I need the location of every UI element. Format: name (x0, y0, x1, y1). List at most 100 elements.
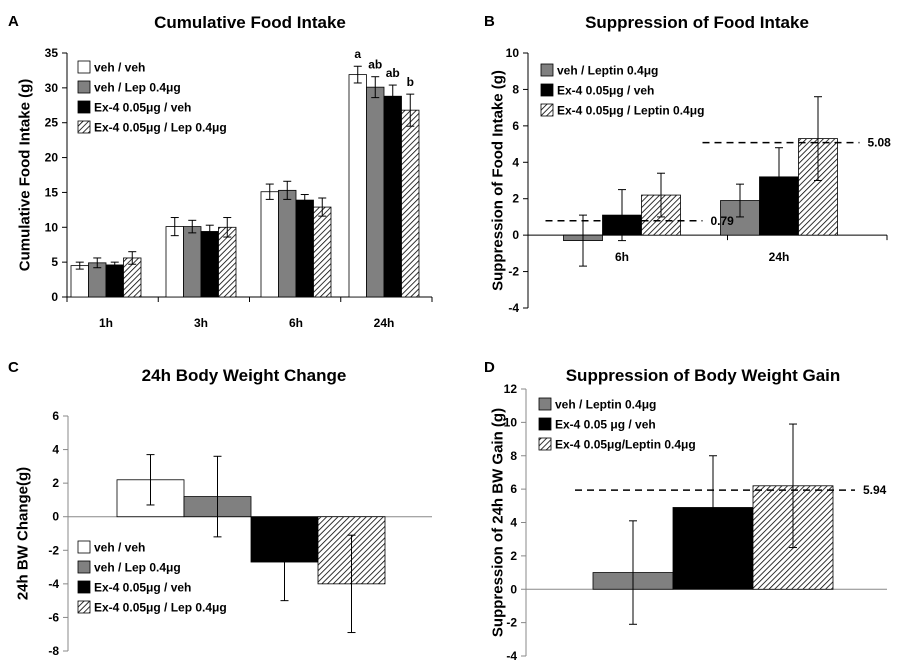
bar-a-3h-3 (218, 226, 237, 298)
bar-a-3h-2 (200, 231, 219, 298)
bar-a-6h-3 (313, 206, 332, 298)
panel-b: B Suppression of Food Intake Suppression o… (484, 13, 891, 315)
bar-a-6h-1 (278, 189, 297, 298)
bar-a-6h-2 (295, 199, 314, 298)
y-tick-label: 8 (512, 82, 519, 96)
legend-swatch (77, 580, 91, 594)
chart-title: 24h Body Weight Change (142, 366, 347, 385)
legend-swatch (538, 417, 552, 431)
legend-label: Ex-4 0.05 μg / veh (555, 418, 656, 432)
legend-label: veh / Leptin 0.4μg (555, 398, 656, 412)
legend-label: veh / Lep 0.4μg (94, 561, 181, 575)
y-axis-label: Cumulative Food Intake (g) (16, 79, 33, 272)
bar-a-3h-0 (165, 226, 184, 298)
panel-letter: B (484, 13, 495, 30)
y-tick-label: -2 (48, 543, 59, 557)
chart-title: Suppression of Body Weight Gain (566, 366, 841, 385)
legend-swatch (540, 83, 554, 97)
y-tick-label: 35 (45, 46, 59, 60)
bar-a-24h-2 (383, 95, 402, 298)
y-tick-label: 4 (512, 155, 519, 169)
legend-label: Ex-4 0.05μg / veh (94, 581, 191, 595)
y-tick-label: 10 (506, 46, 520, 60)
x-tick-label: 24h (769, 250, 790, 264)
bar-a-24h-1 (366, 86, 385, 298)
legend-label: Ex-4 0.05μg / veh (94, 101, 191, 115)
reference-value: 5.94 (863, 483, 887, 497)
legend-swatch (538, 397, 552, 411)
y-tick-label: 2 (52, 476, 59, 490)
y-tick-label: 20 (45, 151, 59, 165)
legend-swatch (77, 60, 91, 74)
chart-title: Suppression of Food Intake (585, 13, 809, 32)
y-axis-label: Suppression of Food Intake (g) (489, 70, 506, 291)
y-tick-label: 25 (45, 116, 59, 130)
x-tick-label: 6h (289, 316, 303, 330)
legend-swatch (540, 63, 554, 77)
panel-d: D Suppression of Body Weight Gain Suppress… (484, 359, 887, 662)
y-tick-label: 4 (510, 516, 517, 530)
bar-a-1h-0 (70, 265, 89, 298)
y-tick-label: 0 (510, 582, 517, 596)
legend: veh / veh veh / Lep 0.4μg Ex-4 0.05μg / ve… (77, 60, 227, 135)
legend-label: veh / Lep 0.4μg (94, 81, 181, 95)
bar-a-3h-1 (183, 226, 202, 298)
legend-label: Ex-4 0.05μg / veh (557, 84, 654, 98)
x-tick-label: 24h (374, 316, 395, 330)
y-axis-label: 24h BW Change(g) (14, 467, 31, 600)
bar-a-24h-3 (401, 109, 420, 298)
y-tick-label: -2 (506, 616, 517, 630)
y-tick-label: 8 (510, 449, 517, 463)
y-tick-label: -4 (506, 649, 517, 662)
legend-swatch (77, 540, 91, 554)
legend-label: Ex-4 0.05μg / Lep 0.4μg (94, 601, 227, 615)
panel-letter: C (8, 359, 19, 376)
legend: veh / veh veh / Lep 0.4μg Ex-4 0.05μg / ve… (77, 540, 227, 615)
legend-swatch (538, 437, 552, 451)
panel-a: A Cumulative Food Intake Cumulative Food I… (8, 13, 433, 330)
y-tick-label: -8 (48, 644, 59, 658)
legend-swatch (77, 560, 91, 574)
y-tick-label: -4 (508, 301, 519, 315)
legend-label: veh / veh (94, 541, 145, 555)
y-tick-label: -4 (48, 577, 59, 591)
bar-a-24h-0 (348, 74, 367, 298)
panel-c: C 24h Body Weight Change 24h BW Change(g) -… (8, 359, 432, 658)
significance-label: ab (368, 58, 382, 72)
legend-label: veh / veh (94, 61, 145, 75)
legend-swatch (77, 600, 91, 614)
bar-a-6h-0 (260, 191, 279, 298)
y-tick-label: -2 (508, 265, 519, 279)
y-tick-label: 0 (52, 510, 59, 524)
bar-a-1h-2 (105, 264, 124, 298)
legend-label: veh / Leptin 0.4μg (557, 64, 658, 78)
legend-swatch (77, 80, 91, 94)
panel-letter: D (484, 359, 495, 376)
y-tick-label: 6 (52, 409, 59, 423)
legend-swatch (77, 100, 91, 114)
x-tick-label: 3h (194, 316, 208, 330)
significance-label: a (354, 47, 361, 61)
y-tick-label: 4 (52, 443, 59, 457)
y-tick-label: 6 (510, 482, 517, 496)
y-tick-label: 0 (512, 228, 519, 242)
panel-letter: A (8, 13, 19, 30)
y-tick-label: 12 (504, 382, 518, 396)
x-tick-label: 1h (99, 316, 113, 330)
y-tick-label: 30 (45, 81, 59, 95)
x-tick-label: 6h (615, 250, 629, 264)
y-tick-label: 10 (45, 220, 59, 234)
legend-label: Ex-4 0.05μg / Leptin 0.4μg (557, 104, 704, 118)
legend-label: Ex-4 0.05μg / Lep 0.4μg (94, 121, 227, 135)
legend: veh / Leptin 0.4μg Ex-4 0.05 μg / veh Ex-4… (538, 397, 696, 452)
y-tick-label: -6 (48, 610, 59, 624)
y-tick-label: 15 (45, 185, 59, 199)
y-tick-label: 0 (51, 290, 58, 304)
legend: veh / Leptin 0.4μg Ex-4 0.05μg / veh Ex-4 … (540, 63, 704, 118)
y-tick-label: 10 (504, 415, 518, 429)
significance-label: b (407, 75, 414, 89)
reference-value: 5.08 (868, 136, 892, 150)
legend-label: Ex-4 0.05μg/Leptin 0.4μg (555, 438, 696, 452)
y-tick-label: 2 (510, 549, 517, 563)
y-tick-label: 6 (512, 119, 519, 133)
